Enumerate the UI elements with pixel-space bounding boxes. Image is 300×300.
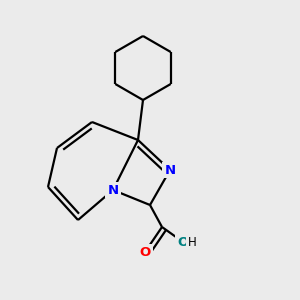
Text: H: H [188,236,196,248]
Text: O: O [140,245,151,259]
Text: N: N [107,184,118,196]
Text: O: O [177,236,189,248]
Text: N: N [164,164,175,176]
